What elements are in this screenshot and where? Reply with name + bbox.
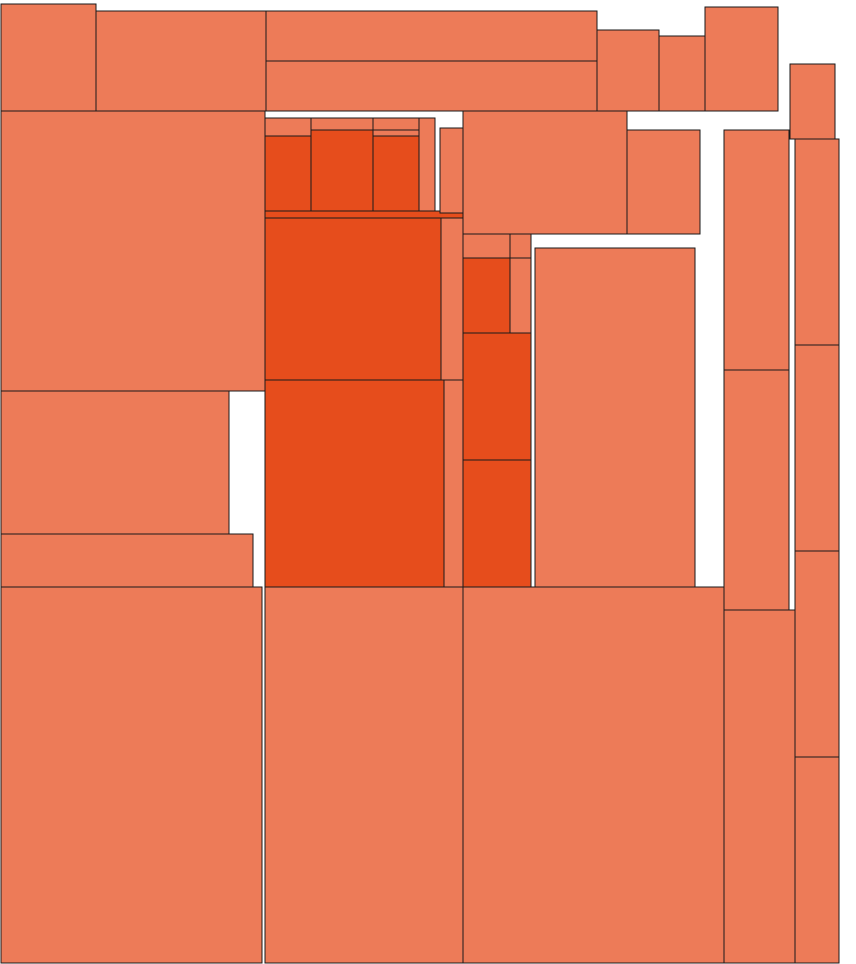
treemap-cell-40 xyxy=(794,344,840,552)
treemap-cell-8 xyxy=(789,63,836,140)
treemap-cell-30 xyxy=(509,233,532,259)
treemap-cell-43 xyxy=(439,127,464,214)
treemap-cell-17 xyxy=(310,117,374,131)
treemap-cell-11 xyxy=(0,533,254,588)
treemap-cell-13 xyxy=(264,586,464,964)
treemap-cell-31 xyxy=(462,257,511,334)
treemap-cell-22 xyxy=(264,210,464,219)
treemap-cell-21 xyxy=(418,117,436,212)
treemap-cell-36 xyxy=(723,129,790,371)
treemap-cell-42 xyxy=(794,756,840,964)
treemap-cell-3 xyxy=(265,10,598,62)
treemap-cell-6 xyxy=(658,35,706,112)
treemap-cell-41 xyxy=(794,550,840,758)
treemap-cell-14 xyxy=(462,586,725,964)
treemap-cell-12 xyxy=(0,586,263,964)
treemap-cell-9 xyxy=(0,110,266,392)
treemap-cell-25 xyxy=(264,379,445,588)
treemap-cell-4 xyxy=(265,60,598,112)
treemap-cell-35 xyxy=(534,247,696,588)
treemap-cell-24 xyxy=(440,217,464,381)
treemap-cell-18 xyxy=(310,129,374,212)
treemap-cell-37 xyxy=(723,369,790,611)
treemap-cell-38 xyxy=(723,609,796,964)
treemap-cell-20 xyxy=(372,135,420,212)
treemap-cell-23 xyxy=(264,217,442,381)
treemap-cell-32 xyxy=(509,257,532,334)
treemap-cell-5 xyxy=(596,29,660,112)
treemap-cell-29 xyxy=(462,233,511,259)
treemap-cell-10 xyxy=(0,390,230,535)
treemap-cell-34 xyxy=(462,459,532,588)
treemap-cell-19 xyxy=(372,117,420,131)
treemap-cell-28 xyxy=(626,129,701,235)
treemap-cell-27 xyxy=(462,110,628,235)
treemap-cell-16 xyxy=(264,135,312,212)
treemap-cell-26 xyxy=(443,379,464,588)
treemap-cell-39 xyxy=(794,138,840,346)
treemap-cell-33 xyxy=(462,332,532,461)
treemap-cell-1 xyxy=(0,3,97,112)
treemap-cell-2 xyxy=(95,10,267,112)
treemap-cell-7 xyxy=(704,6,779,112)
